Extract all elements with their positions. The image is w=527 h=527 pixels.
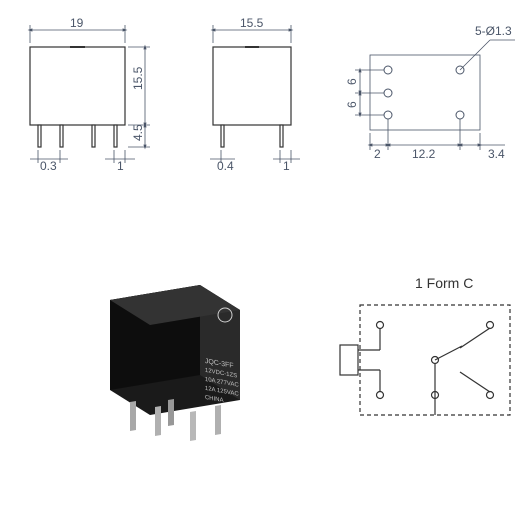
schematic-title: 1 Form C xyxy=(415,275,473,291)
relay-photo: JQC-3FF 12VDC-1ZS 10A 277VAC 12A 125VAC … xyxy=(60,240,290,470)
front-view-drawing: 19 15.5 4.5 0.3 1 xyxy=(10,15,170,170)
dim-h2: 12.2 xyxy=(412,147,436,161)
dim-pin-w: 0.3 xyxy=(40,159,57,170)
dim-h3: 3.4 xyxy=(488,147,505,161)
dim-side-width: 15.5 xyxy=(240,16,264,30)
relay-datasheet-diagram: 19 15.5 4.5 0.3 1 15.5 0.4 1 5-Ø1.3 xyxy=(10,10,517,517)
dim-h1: 2 xyxy=(374,147,381,161)
dim-pin-gap: 1 xyxy=(117,159,124,170)
dim-v2: 6 xyxy=(345,101,359,108)
dim-side-pinw: 0.4 xyxy=(217,159,234,170)
dim-width: 19 xyxy=(70,16,84,30)
footprint-drawing: 5-Ø1.3 6 6 2 12.2 3.4 xyxy=(340,15,527,170)
schematic-drawing: 1 Form C xyxy=(320,270,527,450)
dim-hole: 5-Ø1.3 xyxy=(475,24,512,38)
dim-pin-height: 4.5 xyxy=(131,124,145,141)
side-view-drawing: 15.5 0.4 1 xyxy=(195,15,325,170)
dim-side-gap: 1 xyxy=(283,159,290,170)
dim-height: 15.5 xyxy=(131,66,145,90)
dim-v1: 6 xyxy=(345,78,359,85)
